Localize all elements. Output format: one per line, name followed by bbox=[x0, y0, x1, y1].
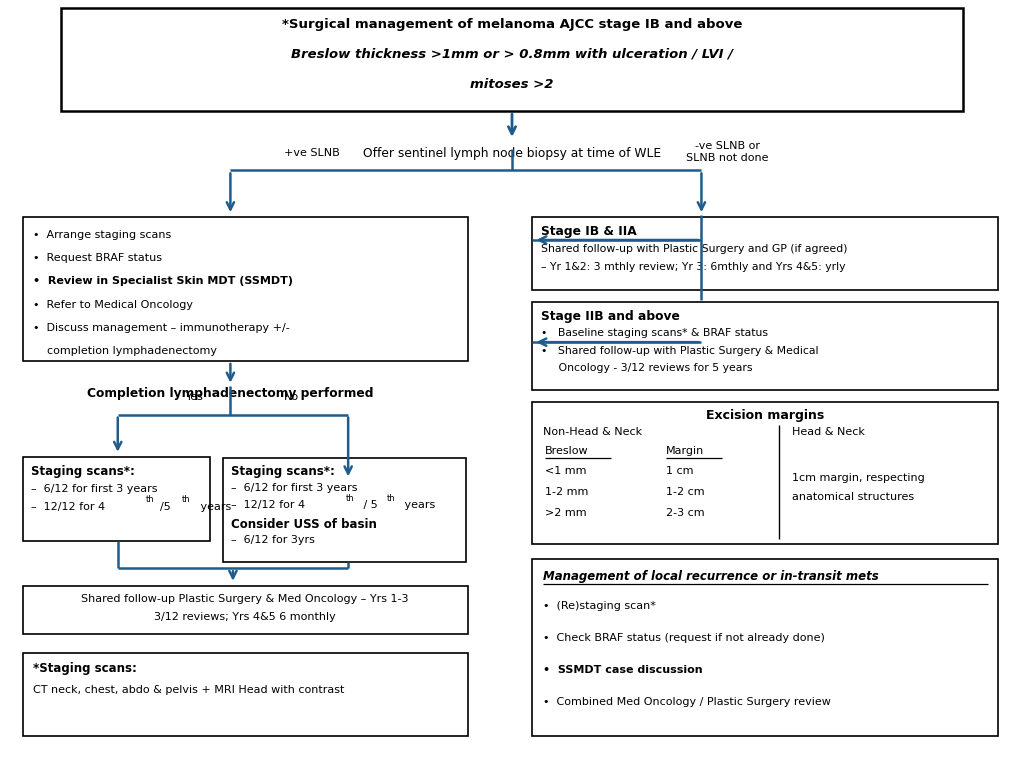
Text: •  Check BRAF status (request if not already done): • Check BRAF status (request if not alre… bbox=[543, 633, 824, 643]
Text: Oncology - 3/12 reviews for 5 years: Oncology - 3/12 reviews for 5 years bbox=[541, 363, 753, 373]
Text: •  (Re)staging scan*: • (Re)staging scan* bbox=[543, 601, 655, 611]
Text: Management of local recurrence or in-transit mets: Management of local recurrence or in-tra… bbox=[543, 570, 879, 583]
Text: •   Baseline staging scans* & BRAF status: • Baseline staging scans* & BRAF status bbox=[541, 328, 768, 338]
Text: Shared follow-up Plastic Surgery & Med Oncology – Yrs 1-3: Shared follow-up Plastic Surgery & Med O… bbox=[82, 594, 409, 604]
Text: Head & Neck: Head & Neck bbox=[792, 427, 864, 437]
Text: years: years bbox=[197, 502, 230, 511]
FancyBboxPatch shape bbox=[532, 302, 998, 390]
Text: <1 mm: <1 mm bbox=[545, 466, 587, 476]
Text: –  6/12 for 3yrs: – 6/12 for 3yrs bbox=[231, 535, 315, 545]
Text: •  Discuss management – immunotherapy +/-: • Discuss management – immunotherapy +/- bbox=[33, 323, 290, 333]
Text: –  6/12 for first 3 years: – 6/12 for first 3 years bbox=[31, 484, 158, 494]
FancyBboxPatch shape bbox=[532, 217, 998, 290]
Text: Consider USS of basin: Consider USS of basin bbox=[231, 518, 377, 531]
Text: Staging scans*:: Staging scans*: bbox=[31, 465, 134, 478]
Text: Margin: Margin bbox=[666, 446, 703, 456]
Text: th: th bbox=[145, 495, 154, 505]
Text: th: th bbox=[346, 494, 354, 503]
Text: +ve SLNB: +ve SLNB bbox=[285, 148, 340, 158]
Text: Non-Head & Neck: Non-Head & Neck bbox=[543, 427, 642, 437]
Text: •  Refer to Medical Oncology: • Refer to Medical Oncology bbox=[33, 300, 193, 310]
Text: mitoses >2: mitoses >2 bbox=[470, 78, 554, 91]
Text: Shared follow-up with Plastic Surgery and GP (if agreed): Shared follow-up with Plastic Surgery an… bbox=[541, 244, 847, 254]
FancyBboxPatch shape bbox=[223, 458, 466, 562]
FancyBboxPatch shape bbox=[23, 457, 210, 541]
Text: *Staging scans:: *Staging scans: bbox=[33, 662, 136, 675]
Text: / 5: / 5 bbox=[360, 500, 378, 510]
Text: Breslow: Breslow bbox=[545, 446, 589, 456]
Text: 3/12 reviews; Yrs 4&5 6 monthly: 3/12 reviews; Yrs 4&5 6 monthly bbox=[155, 612, 336, 622]
Text: th: th bbox=[387, 494, 395, 503]
Text: *Surgical management of melanoma AJCC stage IB and above: *Surgical management of melanoma AJCC st… bbox=[282, 18, 742, 31]
FancyBboxPatch shape bbox=[532, 559, 998, 736]
Text: 1cm margin, respecting: 1cm margin, respecting bbox=[792, 473, 925, 483]
FancyBboxPatch shape bbox=[61, 8, 963, 111]
Text: •  Review in Specialist Skin MDT (SSMDT): • Review in Specialist Skin MDT (SSMDT) bbox=[33, 276, 293, 286]
Text: /5: /5 bbox=[160, 502, 170, 511]
Text: –  12/12 for 4: – 12/12 for 4 bbox=[31, 502, 104, 511]
Text: Excision margins: Excision margins bbox=[707, 409, 824, 422]
Text: •  SSMDT case discussion: • SSMDT case discussion bbox=[543, 665, 702, 675]
Text: Stage IB & IIA: Stage IB & IIA bbox=[541, 225, 637, 238]
Text: •   Shared follow-up with Plastic Surgery & Medical: • Shared follow-up with Plastic Surgery … bbox=[541, 346, 818, 356]
Text: Completion lymphadenectomy performed: Completion lymphadenectomy performed bbox=[87, 387, 374, 400]
Text: th: th bbox=[182, 495, 190, 505]
Text: •  Arrange staging scans: • Arrange staging scans bbox=[33, 230, 171, 240]
Text: No: No bbox=[285, 392, 299, 402]
Text: – Yr 1&2: 3 mthly review; Yr 3: 6mthly and Yrs 4&5: yrly: – Yr 1&2: 3 mthly review; Yr 3: 6mthly a… bbox=[541, 262, 845, 272]
Text: 1-2 cm: 1-2 cm bbox=[666, 487, 705, 497]
Text: 1 cm: 1 cm bbox=[666, 466, 693, 476]
Text: –  12/12 for 4: – 12/12 for 4 bbox=[231, 500, 305, 510]
FancyBboxPatch shape bbox=[532, 402, 998, 544]
FancyBboxPatch shape bbox=[23, 586, 468, 634]
Text: Yes: Yes bbox=[185, 392, 204, 402]
Text: 2-3 cm: 2-3 cm bbox=[666, 508, 705, 518]
Text: Breslow thickness >1mm or > 0.8mm with ulceration / LVI /: Breslow thickness >1mm or > 0.8mm with u… bbox=[291, 48, 733, 61]
Text: –  6/12 for first 3 years: – 6/12 for first 3 years bbox=[231, 483, 358, 493]
Text: >2 mm: >2 mm bbox=[545, 508, 587, 518]
FancyBboxPatch shape bbox=[23, 217, 468, 361]
Text: •  Request BRAF status: • Request BRAF status bbox=[33, 253, 162, 263]
Text: Staging scans*:: Staging scans*: bbox=[231, 465, 335, 478]
Text: completion lymphadenectomy: completion lymphadenectomy bbox=[33, 346, 217, 356]
Text: Stage IIB and above: Stage IIB and above bbox=[541, 310, 680, 323]
Text: years: years bbox=[401, 500, 435, 510]
Text: 1-2 mm: 1-2 mm bbox=[545, 487, 588, 497]
Text: •  Combined Med Oncology / Plastic Surgery review: • Combined Med Oncology / Plastic Surger… bbox=[543, 697, 830, 707]
FancyBboxPatch shape bbox=[23, 653, 468, 736]
Text: -ve SLNB or
SLNB not done: -ve SLNB or SLNB not done bbox=[686, 141, 768, 163]
Text: anatomical structures: anatomical structures bbox=[792, 492, 913, 502]
Text: CT neck, chest, abdo & pelvis + MRI Head with contrast: CT neck, chest, abdo & pelvis + MRI Head… bbox=[33, 685, 344, 695]
Text: Offer sentinel lymph node biopsy at time of WLE: Offer sentinel lymph node biopsy at time… bbox=[362, 147, 662, 161]
